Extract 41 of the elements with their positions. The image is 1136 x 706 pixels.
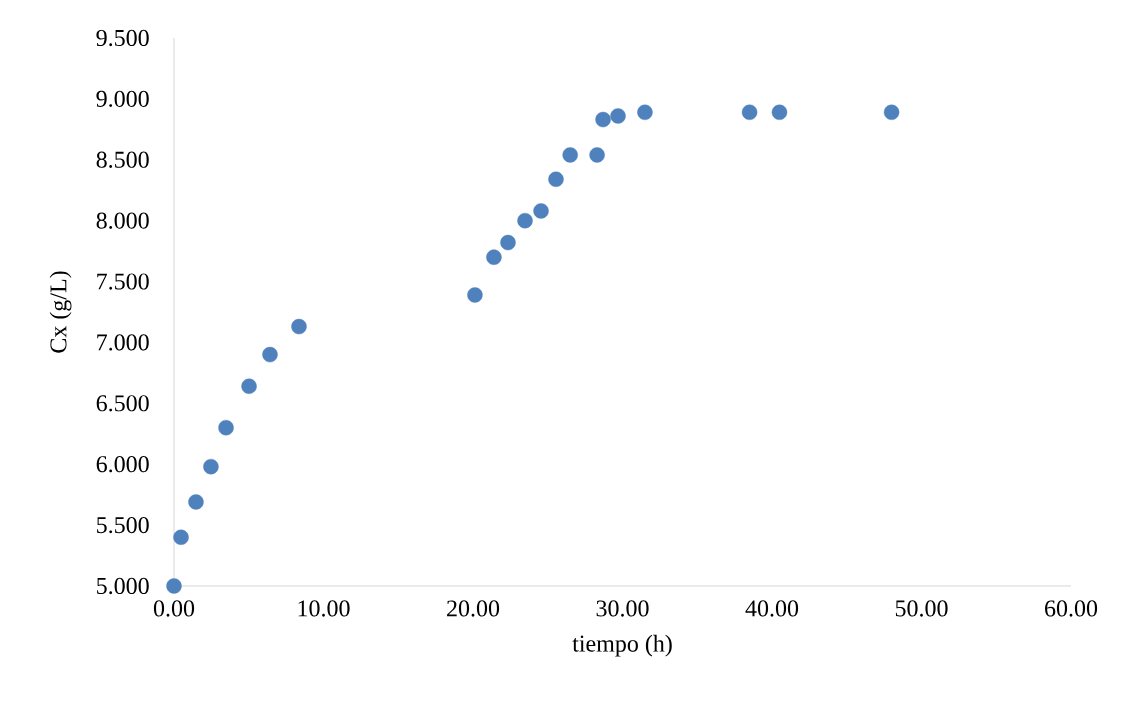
y-tick-label: 9.000 — [96, 90, 149, 108]
point — [467, 287, 483, 303]
point — [500, 234, 516, 251]
point — [595, 111, 611, 128]
y-tick-label: 8.000 — [96, 212, 149, 229]
x-tick-label: 60.00 — [1045, 600, 1098, 617]
x-tick-label: 20.00 — [447, 600, 500, 617]
y-tick-label: 8.500 — [96, 151, 149, 168]
x-axis-title: tiempo (h) — [572, 634, 672, 657]
x-tick-label: 10.00 — [298, 600, 350, 617]
point — [589, 147, 605, 163]
x-tick-label: 40.00 — [745, 600, 799, 617]
x-tick-label: 30.00 — [596, 600, 649, 617]
point — [486, 249, 502, 265]
point — [188, 494, 204, 510]
point — [517, 212, 533, 229]
y-axis-title: Cx (g/L) — [49, 271, 72, 353]
point — [610, 108, 626, 124]
point — [771, 104, 788, 120]
point — [218, 419, 234, 436]
point — [883, 104, 900, 120]
point — [533, 203, 549, 219]
y-tick-label: 6.500 — [96, 395, 149, 412]
y-tick-label: 9.500 — [96, 29, 149, 47]
point — [241, 378, 257, 394]
y-tick-label: 7.000 — [97, 334, 149, 351]
x-tick-label: 50.00 — [895, 600, 948, 617]
x-tick-label: 0.00 — [153, 600, 195, 617]
point — [741, 104, 758, 120]
point — [562, 147, 578, 163]
point — [548, 171, 564, 187]
point — [166, 578, 182, 594]
point — [262, 346, 278, 363]
y-tick-label: 5.500 — [97, 516, 149, 534]
y-tick-label: 5.000 — [97, 577, 149, 595]
y-tick-label: 7.500 — [97, 273, 149, 290]
point — [203, 458, 219, 475]
point — [173, 529, 189, 545]
point — [291, 318, 307, 335]
point — [637, 104, 653, 120]
y-tick-label: 6.000 — [96, 456, 149, 473]
